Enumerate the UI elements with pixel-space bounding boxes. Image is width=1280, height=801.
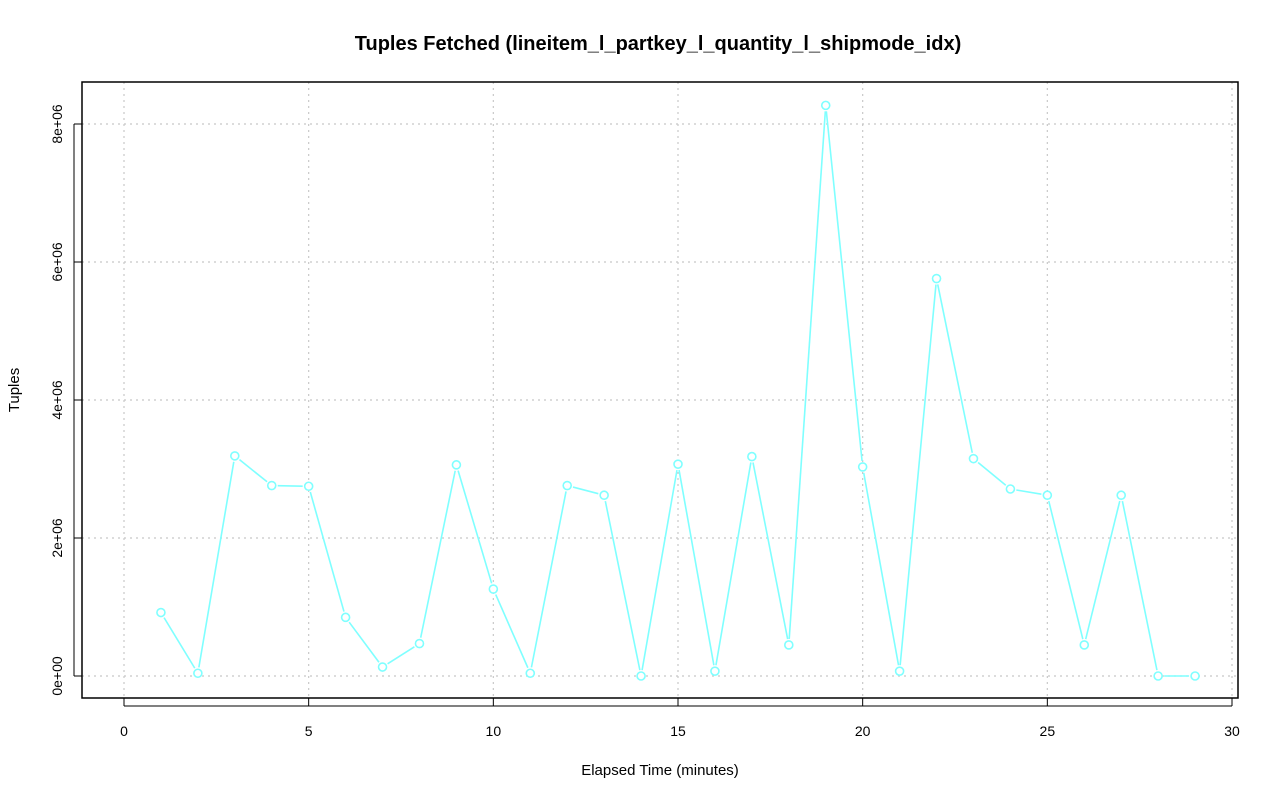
series-line-segment: [163, 617, 196, 669]
data-point: [266, 480, 277, 491]
series-line-segment: [572, 486, 599, 495]
data-point: [636, 671, 646, 681]
data-point: [968, 453, 979, 464]
y-tick-label: 0e+00: [49, 656, 65, 696]
series-line-segment: [198, 461, 235, 668]
y-tick-label: 8e+06: [49, 104, 65, 144]
series-line-segment: [752, 462, 789, 640]
y-tick-label: 6e+06: [49, 242, 65, 282]
series-line-segment: [387, 646, 415, 665]
data-point: [193, 668, 203, 679]
data-point: [562, 480, 573, 491]
series-line-segment: [1047, 500, 1084, 640]
data-point: [1190, 671, 1200, 681]
series-line-segment: [977, 461, 1007, 486]
x-tick-label: 10: [486, 723, 502, 739]
series-line-segment: [530, 491, 567, 668]
series-line-segment: [862, 472, 900, 666]
data-point: [451, 460, 462, 470]
data-point: [525, 668, 536, 679]
series-line-segment: [825, 111, 863, 462]
data-point: [783, 640, 794, 650]
series-line-segment: [899, 284, 937, 666]
x-axis-label: Elapsed Time (minutes): [581, 762, 739, 779]
series-line-segment: [457, 470, 493, 584]
data-point: [230, 451, 240, 461]
data-point: [931, 273, 942, 284]
y-axis-label: Tuples: [6, 368, 23, 412]
series-line-segment: [1084, 500, 1121, 640]
data-point: [303, 481, 314, 492]
x-tick-label: 15: [670, 723, 686, 739]
data-point: [1042, 490, 1053, 501]
grid: [82, 82, 1238, 698]
plot-frame: [81, 81, 1239, 699]
data-point: [1153, 671, 1163, 681]
x-tick-label: 5: [305, 723, 313, 739]
data-point: [747, 451, 757, 462]
series-group: [156, 100, 1200, 681]
series-line-segment: [604, 500, 641, 671]
x-tick-label: 20: [855, 723, 871, 739]
series-line-segment: [495, 594, 529, 669]
series-line-segment: [678, 469, 715, 666]
series-line-segment: [641, 469, 678, 671]
data-point: [857, 462, 868, 472]
data-point: [673, 459, 683, 469]
series-line-segment: [309, 491, 345, 612]
series-line-segment: [1121, 500, 1158, 671]
y-tick-label: 4e+06: [49, 380, 65, 420]
x-tick-label: 25: [1040, 723, 1056, 739]
series-line-segment: [238, 459, 268, 483]
series-line-segment: [715, 462, 752, 666]
x-tick-label: 30: [1224, 723, 1240, 739]
data-point: [599, 490, 609, 501]
data-point: [894, 666, 905, 676]
y-axis: 0e+00 2e+06 4e+06 6e+06 8e+06: [49, 104, 82, 696]
series-line-segment: [788, 111, 827, 640]
series-line-segment: [419, 470, 456, 638]
y-tick-label: 2e+06: [49, 518, 65, 558]
x-tick-label: 0: [120, 723, 128, 739]
x-axis: 0 5 10 15 20 25 30: [120, 698, 1240, 739]
data-point: [1079, 640, 1090, 650]
data-point: [156, 607, 166, 618]
data-point: [488, 584, 499, 594]
data-point: [1116, 490, 1126, 501]
data-point: [377, 662, 388, 672]
data-point: [820, 100, 831, 111]
series-line-segment: [936, 284, 974, 453]
data-point: [414, 638, 425, 649]
data-point: [1005, 484, 1016, 494]
series-line-segment: [348, 621, 380, 663]
data-point: [340, 612, 351, 623]
series-line-segment: [1016, 489, 1042, 496]
data-point: [710, 666, 720, 676]
chart-title: Tuples Fetched (lineitem_l_partkey_l_qua…: [355, 33, 961, 55]
